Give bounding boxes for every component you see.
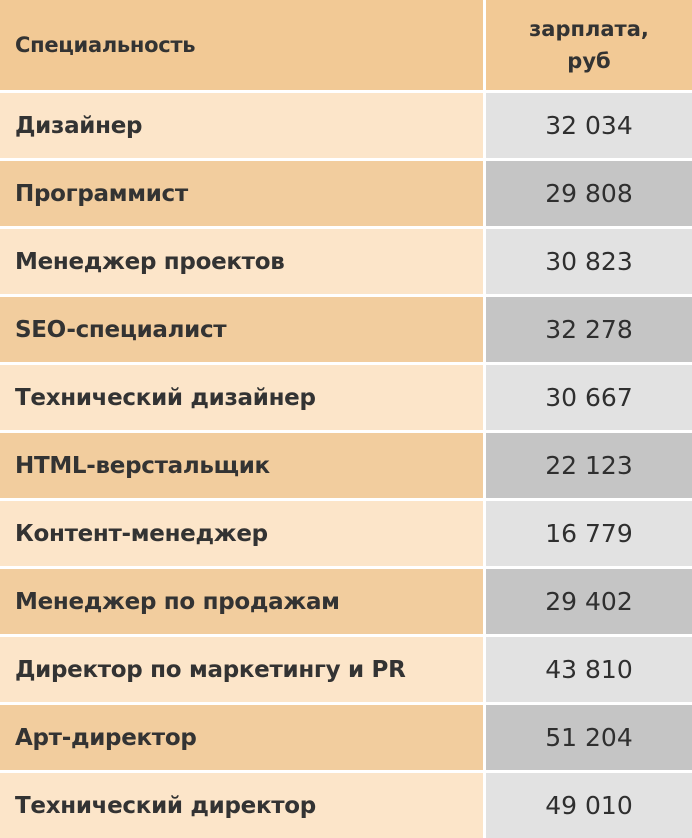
salary-value: 49 010 [545,791,633,820]
table-row-specialty: Технический дизайнер [0,365,483,430]
salary-value: 29 808 [545,179,633,208]
table-row-salary: 29 402 [486,569,692,634]
salary-value: 43 810 [545,655,633,684]
table-row-specialty: Программист [0,161,483,226]
specialty-name: Контент-менеджер [15,520,268,547]
table-row-salary: 49 010 [486,773,692,838]
table-row-salary: 30 823 [486,229,692,294]
specialty-name: Программист [15,180,188,207]
table-row-specialty: Менеджер по продажам [0,569,483,634]
specialty-name: Директор по маркетингу и PR [15,656,406,683]
table-row-specialty: Директор по маркетингу и PR [0,637,483,702]
table-row-specialty: HTML-верстальщик [0,433,483,498]
header-salary: зарплата, руб [486,0,692,90]
header-salary-line2: руб [567,49,611,73]
salary-value: 30 667 [545,383,633,412]
table-row-specialty: Арт-директор [0,705,483,770]
specialty-name: Технический директор [15,792,316,819]
table-row-salary: 51 204 [486,705,692,770]
salary-value: 16 779 [545,519,633,548]
header-salary-line1: зарплата, [529,17,649,41]
specialty-name: Дизайнер [15,112,143,139]
table-row-salary: 32 278 [486,297,692,362]
header-specialty: Специальность [0,0,483,90]
table-row-salary: 16 779 [486,501,692,566]
table-row-salary: 32 034 [486,93,692,158]
salary-value: 30 823 [545,247,633,276]
specialty-name: HTML-верстальщик [15,452,270,479]
table-row-salary: 22 123 [486,433,692,498]
salary-value: 32 278 [545,315,633,344]
table-row-specialty: Дизайнер [0,93,483,158]
specialty-name: SEO-специалист [15,316,227,343]
table-row-specialty: Менеджер проектов [0,229,483,294]
table-row-salary: 29 808 [486,161,692,226]
specialty-name: Арт-директор [15,724,197,751]
table-row-specialty: Технический директор [0,773,483,838]
salary-value: 29 402 [545,587,633,616]
header-specialty-label: Специальность [15,33,196,57]
specialty-name: Менеджер проектов [15,248,285,275]
table-row-specialty: Контент-менеджер [0,501,483,566]
table-row-specialty: SEO-специалист [0,297,483,362]
salary-value: 51 204 [545,723,633,752]
table-row-salary: 30 667 [486,365,692,430]
specialty-name: Технический дизайнер [15,384,316,411]
salary-value: 32 034 [545,111,633,140]
salary-value: 22 123 [545,451,633,480]
table-row-salary: 43 810 [486,637,692,702]
specialty-name: Менеджер по продажам [15,588,340,615]
